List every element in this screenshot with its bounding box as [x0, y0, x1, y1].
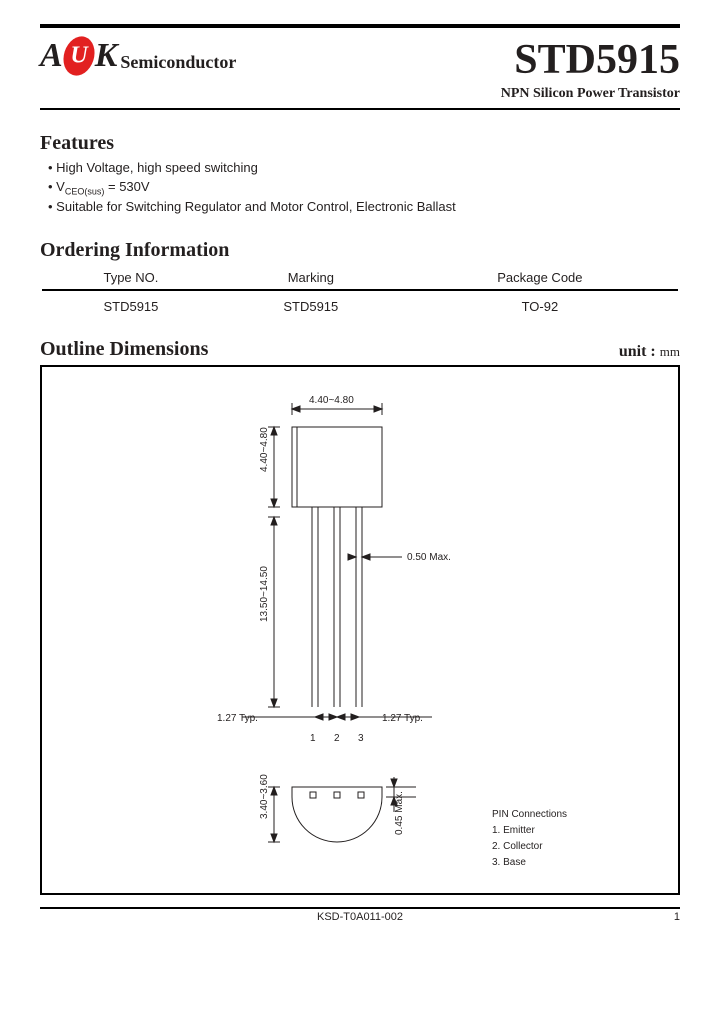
ordering-section: Ordering Information Type NO. Marking Pa… [40, 239, 680, 320]
cell-type: STD5915 [42, 293, 220, 318]
unit-value: mm [660, 344, 680, 359]
logo-oval-icon: U [58, 32, 99, 79]
features-heading: Features [40, 132, 680, 155]
cell-marking: STD5915 [222, 293, 400, 318]
unit-label: unit : mm [619, 343, 680, 361]
feature-item: VCEO(sus) = 530V [48, 178, 680, 199]
doc-number: KSD-T0A011-002 [317, 911, 403, 923]
outline-drawing: 4.40~4.80 4.40~4.80 0.50 Max. 13.50~14.5… [40, 365, 680, 895]
datasheet-page: A U K Semiconductor STD5915 NPN Silicon … [0, 0, 720, 1012]
company-logo: A U K Semiconductor [40, 36, 236, 76]
package-diagram-icon: 4.40~4.80 4.40~4.80 0.50 Max. 13.50~14.5… [42, 367, 678, 893]
feature-subscript: CEO(sus) [65, 186, 105, 196]
footer-rule [40, 907, 680, 909]
pinconn-2: 2. Collector [492, 841, 543, 852]
table-row: STD5915 STD5915 TO-92 [42, 293, 678, 318]
dim-body-height: 4.40~4.80 [259, 427, 270, 472]
pinconn-1: 1. Emitter [492, 825, 535, 836]
header-rule [40, 108, 680, 110]
logo-letter-a: A [40, 37, 63, 75]
pinconn-title: PIN Connections [492, 809, 567, 820]
feature-item: High Voltage, high speed switching [48, 159, 680, 178]
header: A U K Semiconductor STD5915 NPN Silicon … [40, 36, 680, 102]
dim-pitch-left: 1.27 Typ. [217, 713, 258, 724]
col-header: Type NO. [42, 268, 220, 287]
title-block: STD5915 NPN Silicon Power Transistor [501, 36, 680, 102]
features-list: High Voltage, high speed switching VCEO(… [40, 159, 680, 217]
footer: KSD-T0A011-002 1 [40, 911, 680, 923]
page-number: 1 [674, 911, 680, 923]
dim-body-width: 4.40~4.80 [309, 395, 354, 406]
part-description: NPN Silicon Power Transistor [501, 86, 680, 102]
logo-text: Semiconductor [120, 52, 236, 73]
part-number: STD5915 [501, 36, 680, 84]
outline-header: Outline Dimensions unit : mm [40, 338, 680, 361]
pinconn-3: 3. Base [492, 857, 526, 868]
col-header: Package Code [402, 268, 678, 287]
pin-3: 3 [358, 733, 364, 744]
dim-lead-length: 13.50~14.50 [259, 566, 270, 622]
pin-1: 1 [310, 733, 316, 744]
dim-bottom-flat: 0.45 Max. [394, 791, 405, 835]
feature-item: Suitable for Switching Regulator and Mot… [48, 198, 680, 217]
ordering-heading: Ordering Information [40, 239, 680, 262]
dim-pitch-right: 1.27 Typ. [382, 713, 423, 724]
ordering-table: Type NO. Marking Package Code STD5915 ST… [40, 266, 680, 320]
dim-lead-width: 0.50 Max. [407, 552, 451, 563]
outline-heading: Outline Dimensions [40, 338, 208, 361]
pin-2: 2 [334, 733, 340, 744]
feature-text: = 530V [108, 179, 150, 194]
col-header: Marking [222, 268, 400, 287]
feature-text: V [56, 179, 65, 194]
cell-package: TO-92 [402, 293, 678, 318]
top-rule [40, 24, 680, 28]
logo-letter-k: K [95, 37, 118, 75]
dim-bottom-height: 3.40~3.60 [259, 774, 270, 819]
unit-text: unit : [619, 343, 656, 360]
table-rule [42, 289, 678, 291]
logo-letter-u: U [70, 43, 87, 70]
table-header-row: Type NO. Marking Package Code [42, 268, 678, 287]
features-section: Features High Voltage, high speed switch… [40, 132, 680, 217]
